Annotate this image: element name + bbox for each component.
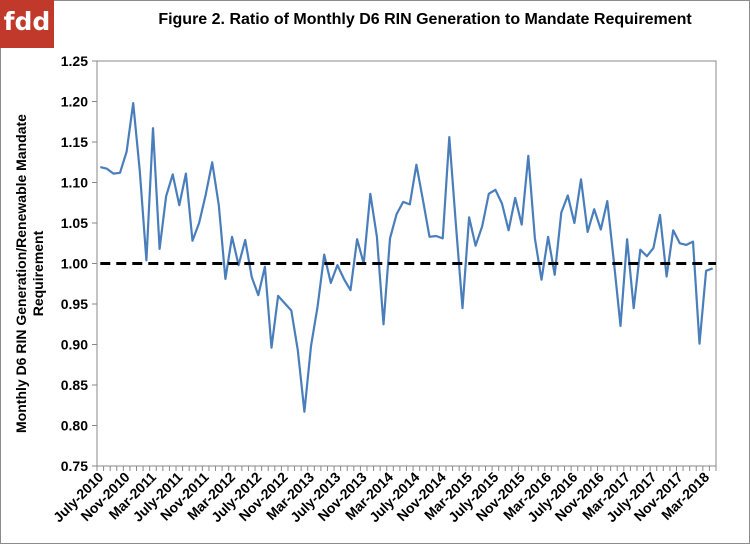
y-tick-label: 0.80 <box>61 418 88 434</box>
y-tick-label: 1.10 <box>61 175 88 191</box>
y-tick-label: 0.75 <box>61 458 88 474</box>
y-axis-title-line-2: Requirement <box>30 230 46 316</box>
y-tick-label: 0.90 <box>61 337 88 353</box>
plot-area <box>96 60 717 467</box>
y-tick-label: 0.85 <box>61 377 88 393</box>
fdd-logo: fdd <box>0 0 54 48</box>
y-tick-label: 0.95 <box>61 296 88 312</box>
y-tick-label: 1.05 <box>61 215 88 231</box>
y-tick-label: 1.15 <box>61 134 88 150</box>
y-axis-title: Monthly D6 RIN Generation/Renewable Mand… <box>13 114 29 433</box>
y-tick-label: 1.00 <box>61 256 88 272</box>
y-axis-title-group: Monthly D6 RIN Generation/Renewable Mand… <box>13 114 46 433</box>
y-tick-label: 1.20 <box>61 94 88 110</box>
chart-title: Figure 2. Ratio of Monthly D6 RIN Genera… <box>158 11 692 28</box>
x-axis-ticks: July-2010Nov-2010Mar-2011July-2011Nov-20… <box>50 466 717 525</box>
series-line <box>100 101 714 413</box>
y-axis-ticks: 0.75 0.80 0.85 0.90 0.95 1.00 1.05 1.10 1.15 1.20… <box>61 53 97 474</box>
y-tick-label: 1.25 <box>61 53 88 69</box>
